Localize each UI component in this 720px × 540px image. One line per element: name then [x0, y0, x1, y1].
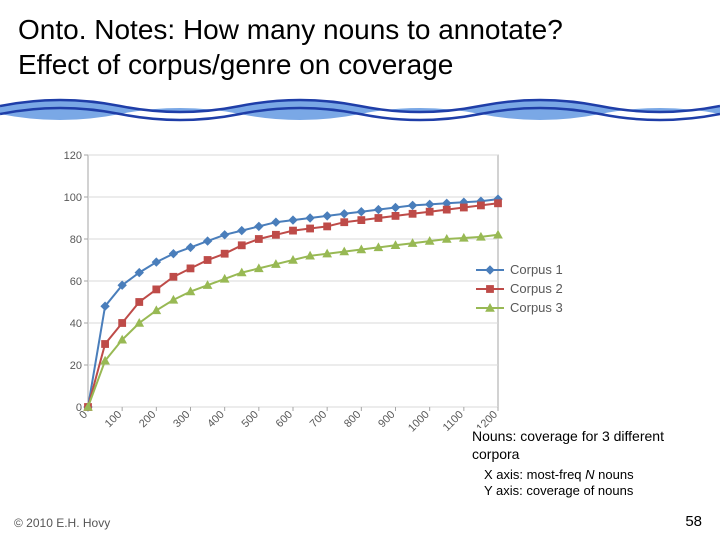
legend-marker-1 — [476, 263, 504, 277]
wave-divider — [0, 92, 720, 122]
svg-text:1100: 1100 — [441, 409, 466, 434]
svg-text:100: 100 — [103, 409, 124, 430]
svg-text:80: 80 — [70, 234, 82, 246]
page-number: 58 — [685, 513, 702, 530]
legend-item-corpus3: Corpus 3 — [476, 300, 596, 315]
legend-marker-3 — [476, 301, 504, 315]
svg-text:40: 40 — [70, 318, 82, 330]
svg-text:120: 120 — [64, 150, 82, 162]
svg-text:1000: 1000 — [406, 409, 432, 435]
legend-item-corpus1: Corpus 1 — [476, 262, 596, 277]
legend-label-3: Corpus 3 — [510, 300, 563, 315]
svg-text:300: 300 — [171, 409, 192, 430]
svg-text:900: 900 — [376, 409, 397, 430]
legend-label-2: Corpus 2 — [510, 281, 563, 296]
title-line-2: Effect of corpus/genre on coverage — [18, 49, 453, 80]
svg-text:400: 400 — [205, 409, 226, 430]
caption-box: Nouns: coverage for 3 different corpora … — [472, 428, 704, 500]
copyright-text: © 2010 E.H. Hovy — [14, 516, 110, 530]
svg-text:100: 100 — [64, 192, 82, 204]
svg-text:700: 700 — [308, 409, 329, 430]
slide-title: Onto. Notes: How many nouns to annotate?… — [18, 12, 563, 82]
legend-marker-2 — [476, 282, 504, 296]
legend-label-1: Corpus 1 — [510, 262, 563, 277]
svg-text:20: 20 — [70, 360, 82, 372]
svg-text:60: 60 — [70, 276, 82, 288]
legend-item-corpus2: Corpus 2 — [476, 281, 596, 296]
title-line-1: Onto. Notes: How many nouns to annotate? — [18, 14, 563, 45]
caption-y-axis: Y axis: coverage of nouns — [484, 483, 704, 499]
svg-text:600: 600 — [274, 409, 295, 430]
svg-text:500: 500 — [239, 409, 260, 430]
svg-text:200: 200 — [137, 409, 158, 430]
svg-text:800: 800 — [342, 409, 363, 430]
caption-x-axis: X axis: most-freq N nouns — [484, 467, 704, 483]
caption-title: Nouns: coverage for 3 different corpora — [472, 428, 704, 463]
chart-legend: Corpus 1 Corpus 2 Corpus 3 — [476, 258, 596, 319]
